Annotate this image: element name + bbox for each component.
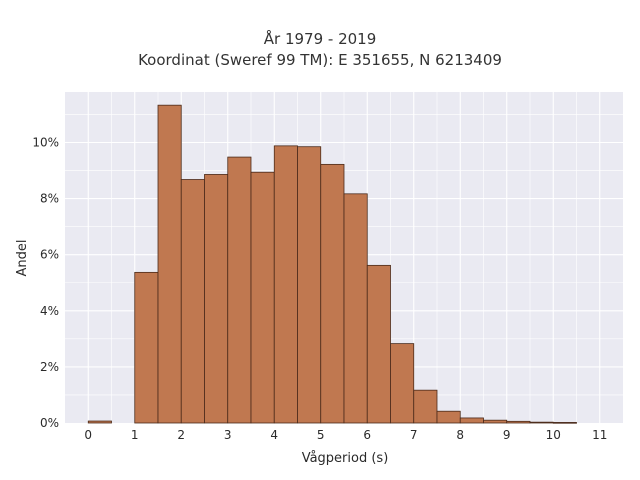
- y-tick-label: 8%: [40, 192, 59, 206]
- histogram-bar: [320, 163, 345, 424]
- chart-title-line-1: År 1979 - 2019: [263, 30, 377, 48]
- histogram-bar: [87, 420, 112, 424]
- y-axis-ticks: 0% 2% 4% 6% 8% 10%: [32, 135, 59, 430]
- histogram-bar: [157, 104, 182, 424]
- histogram-bar: [273, 145, 298, 424]
- histogram-bar: [134, 271, 159, 424]
- y-tick-label: 2%: [40, 360, 59, 374]
- y-tick-label: 0%: [40, 416, 59, 430]
- histogram-bar: [343, 193, 368, 424]
- histogram-bar: [413, 389, 438, 424]
- histogram-bar: [529, 421, 554, 424]
- x-tick-label: 8: [456, 428, 464, 442]
- histogram-bar: [390, 343, 415, 424]
- y-tick-label: 6%: [40, 248, 59, 262]
- x-tick-label: 10: [546, 428, 561, 442]
- x-tick-label: 9: [503, 428, 511, 442]
- histogram-bar: [436, 410, 461, 424]
- chart-title-line-2: Koordinat (Sweref 99 TM): E 351655, N 62…: [138, 51, 502, 69]
- x-tick-label: 1: [131, 428, 139, 442]
- histogram-bar: [297, 146, 322, 424]
- histogram-bar: [459, 417, 484, 424]
- x-tick-label: 5: [317, 428, 325, 442]
- x-tick-label: 3: [224, 428, 232, 442]
- x-tick-label: 6: [363, 428, 371, 442]
- x-tick-label: 2: [177, 428, 185, 442]
- histogram-bar: [250, 171, 275, 424]
- x-tick-label: 0: [84, 428, 92, 442]
- histogram-bar: [366, 264, 391, 424]
- y-tick-label: 4%: [40, 304, 59, 318]
- histogram-bar: [483, 419, 508, 424]
- histogram-bar: [552, 422, 577, 424]
- x-tick-label: 4: [270, 428, 278, 442]
- y-tick-label: 10%: [32, 135, 59, 149]
- x-tick-label: 11: [592, 428, 607, 442]
- histogram-bar: [227, 156, 252, 424]
- y-axis-label: Andel: [15, 240, 30, 277]
- histogram-bar: [180, 179, 205, 424]
- x-tick-label: 7: [410, 428, 418, 442]
- x-axis-label: Vågperiod (s): [302, 451, 389, 466]
- x-axis-ticks: 0 1 2 3 4 5 6 7 8 9 10 11: [84, 428, 607, 442]
- bars: [87, 104, 577, 424]
- histogram-bar: [204, 174, 229, 424]
- histogram-bar: [506, 420, 531, 424]
